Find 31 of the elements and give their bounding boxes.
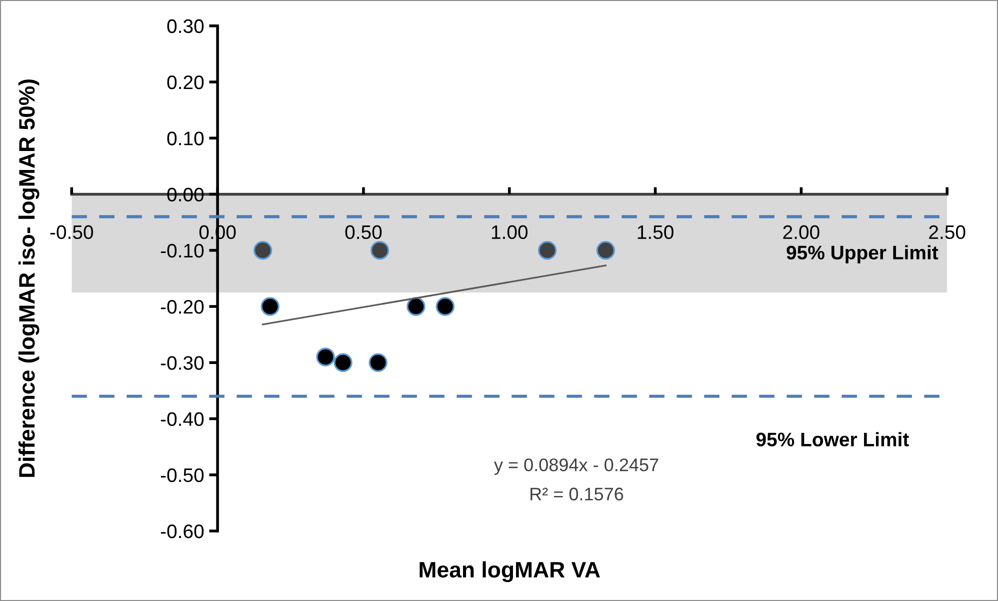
point (253, 241, 272, 260)
ref-line-label: 95% Upper Limit (786, 245, 938, 264)
point (260, 297, 280, 316)
annotation: R² = 0.1576 (530, 488, 624, 500)
point (370, 241, 390, 260)
x-tick-label: -0.50 (50, 225, 94, 240)
point (436, 297, 455, 316)
y-tick-label: 0.20 (167, 75, 204, 90)
point (596, 241, 616, 260)
x-tick-label: 2.50 (929, 225, 966, 240)
x-tick-label: 1.00 (492, 225, 528, 240)
point (538, 241, 557, 260)
x-tick-label: 0.50 (345, 225, 382, 240)
y-tick-label: -0.30 (160, 356, 204, 370)
x-tick-label: 2.00 (783, 225, 820, 240)
point (316, 348, 335, 366)
point (406, 297, 426, 316)
x-tick-label: 1.50 (638, 225, 674, 240)
y-tick-label: -0.60 (160, 524, 204, 538)
y-tick-label: -0.20 (160, 300, 204, 314)
y-tick-label: -0.50 (160, 468, 204, 482)
y-tick-label: -0.40 (160, 412, 204, 426)
point (334, 353, 352, 372)
ref-line-label: 95% Lower Limit (756, 432, 909, 446)
y-tick-label: 0.30 (167, 19, 204, 34)
y-tick-label: 0.10 (167, 132, 204, 146)
y-axis-title: Difference (logMAR iso- logMAR 50%) (18, 79, 40, 477)
annotation: y = 0.0894x - 0.2457 (494, 458, 658, 475)
y-tick-label: -0.10 (160, 244, 204, 258)
x-axis-title: Mean logMAR VA (420, 561, 600, 582)
point (368, 353, 388, 372)
